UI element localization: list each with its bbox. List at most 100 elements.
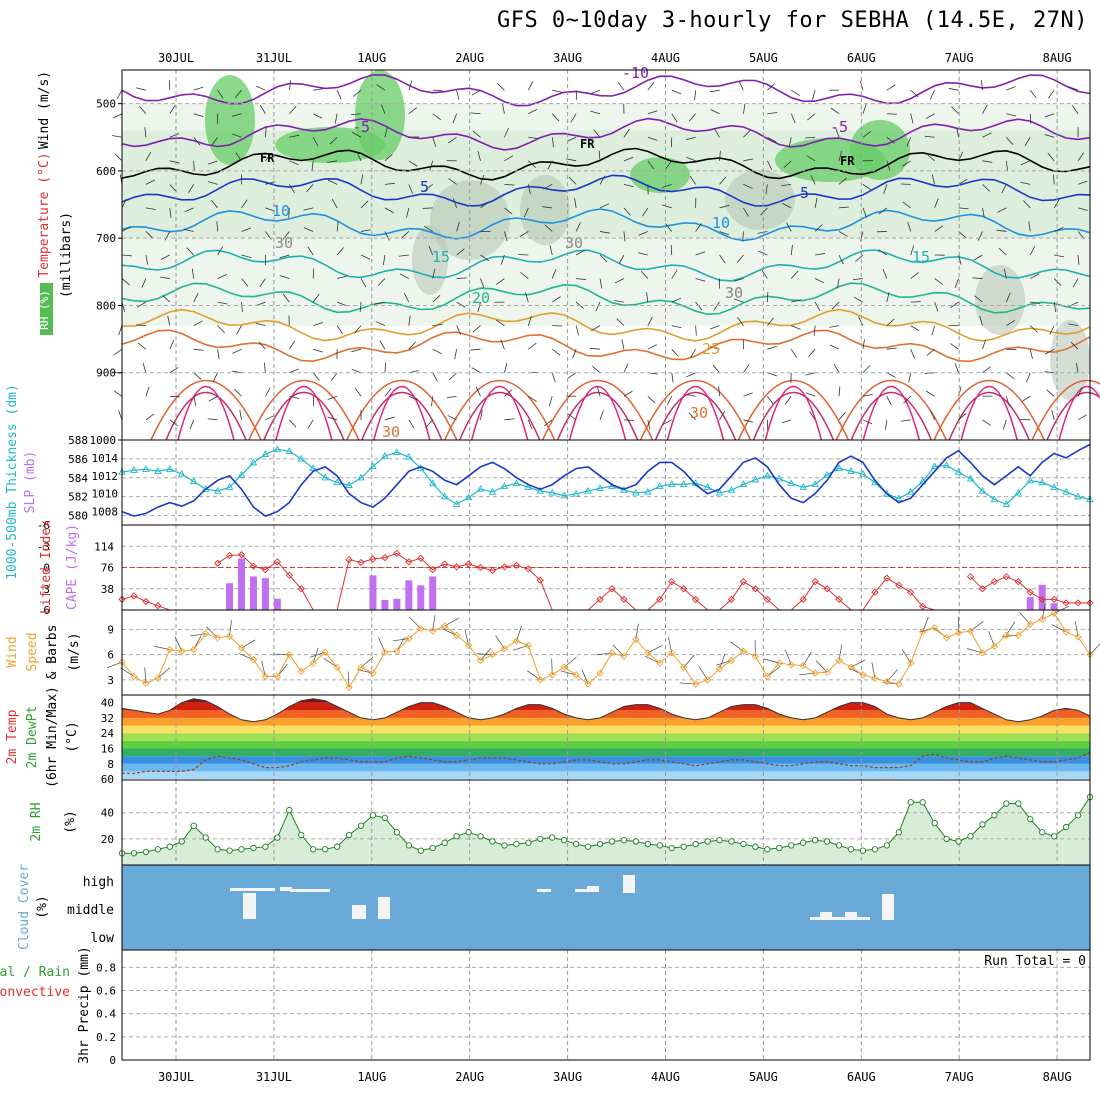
wind-barb <box>690 348 696 358</box>
wind-speed-point <box>883 677 891 686</box>
rh-point <box>381 814 389 822</box>
thickness-point <box>297 454 306 462</box>
y-axis-label-thickness: 1000-500mb Thickness (dm) <box>5 384 20 580</box>
wind-barb <box>839 206 850 209</box>
thickness-point <box>596 484 604 491</box>
wind-barb <box>542 206 553 209</box>
wind-barb <box>480 201 489 209</box>
surface-isotherm-arc <box>933 380 1045 441</box>
surface-wind-barb <box>815 660 828 673</box>
wind-barb <box>597 386 601 397</box>
rh-point <box>489 838 496 845</box>
rh-point <box>250 844 257 852</box>
wind-barb <box>886 84 896 91</box>
wind-barb <box>671 113 678 123</box>
wind-barb <box>351 368 362 374</box>
temp-color-band <box>122 725 1090 734</box>
wind-barb <box>833 363 840 373</box>
date-label-bottom: 8AUG <box>1043 1070 1072 1084</box>
wind-barb <box>781 183 792 187</box>
wind-barb <box>169 395 180 398</box>
temp-color-band <box>122 717 1090 726</box>
wind-barb <box>384 416 395 421</box>
wind-barb <box>456 301 466 308</box>
lifted-index-point <box>357 558 365 567</box>
rh-point <box>584 843 592 850</box>
wind-barb <box>982 160 993 163</box>
wind-barb <box>303 207 314 211</box>
wind-barb <box>1047 152 1055 162</box>
thickness-point <box>859 469 867 477</box>
rh-point <box>608 838 616 845</box>
wind-barb <box>1021 395 1031 403</box>
rh-point <box>369 812 377 819</box>
wind-barb <box>519 231 529 238</box>
y-axis-label-slp: SLP (mb) <box>23 451 38 514</box>
cloud-level-label: middle <box>67 903 114 918</box>
wind-barb <box>767 345 778 350</box>
thickness-point <box>500 482 509 489</box>
wind-barb <box>360 174 364 185</box>
wind-barb <box>886 318 895 326</box>
wind-barb <box>282 293 290 303</box>
wind-barb <box>688 113 696 122</box>
lifted-index-point <box>1002 573 1010 581</box>
wind-speed-point <box>357 663 365 671</box>
wind-barb <box>599 203 610 209</box>
wind-barb <box>621 339 625 350</box>
wind-barb <box>518 254 529 256</box>
rh-point <box>656 842 663 849</box>
wind-barb <box>495 319 505 326</box>
wind-barb <box>452 113 457 124</box>
wind-barb <box>767 112 778 115</box>
y-axis-label-millibars: (millibars) <box>59 212 74 298</box>
wind-barb <box>169 160 180 164</box>
wind-barb <box>781 419 792 424</box>
wind-speed-point <box>787 661 795 669</box>
wind-barb <box>647 316 653 326</box>
wind-speed-point <box>632 635 640 644</box>
wind-barb <box>1029 349 1033 360</box>
wind-barb <box>1071 105 1079 114</box>
rh-point <box>405 842 412 849</box>
wind-barb <box>950 343 959 350</box>
thickness-point <box>476 484 485 492</box>
wind-barb <box>121 226 131 232</box>
wind-barb <box>118 410 123 420</box>
y-tick-label-left: 584 <box>68 472 88 485</box>
thickness-point <box>906 487 915 495</box>
wind-barb <box>169 133 180 138</box>
wind-barb <box>593 129 601 138</box>
wind-barb <box>327 395 338 400</box>
wind-speed-point <box>249 656 258 664</box>
wind-barb <box>647 110 658 115</box>
surface-wind-barb <box>1006 621 1016 636</box>
y-axis-label-minmax: (6hr Min/Max) <box>45 686 60 788</box>
thickness-point <box>345 481 353 488</box>
lifted-index-point <box>488 566 497 574</box>
rh-point <box>178 838 185 845</box>
lifted-index-point <box>393 549 401 557</box>
wind-barb <box>738 81 744 91</box>
thickness-point <box>405 452 413 460</box>
wind-barb <box>862 104 867 114</box>
wind-barb <box>1054 254 1065 258</box>
rh-point <box>501 842 508 849</box>
wind-barb <box>448 136 457 144</box>
wind-barb <box>454 349 458 360</box>
thickness-point <box>632 488 640 496</box>
wind-barb <box>167 315 171 326</box>
wind-barb <box>118 325 123 336</box>
wind-barb <box>121 198 127 209</box>
wind-barb <box>351 348 362 353</box>
y-tick-label: 32 <box>101 712 114 725</box>
wind-barb <box>189 419 195 430</box>
wind-barb <box>829 325 840 328</box>
wind-barb <box>575 222 581 232</box>
panel-frame <box>121 949 1091 1061</box>
wind-barb <box>360 278 367 288</box>
wind-barb <box>743 183 753 189</box>
wind-barb <box>183 228 194 232</box>
wind-barb <box>575 325 579 336</box>
cape-bar <box>405 580 413 610</box>
